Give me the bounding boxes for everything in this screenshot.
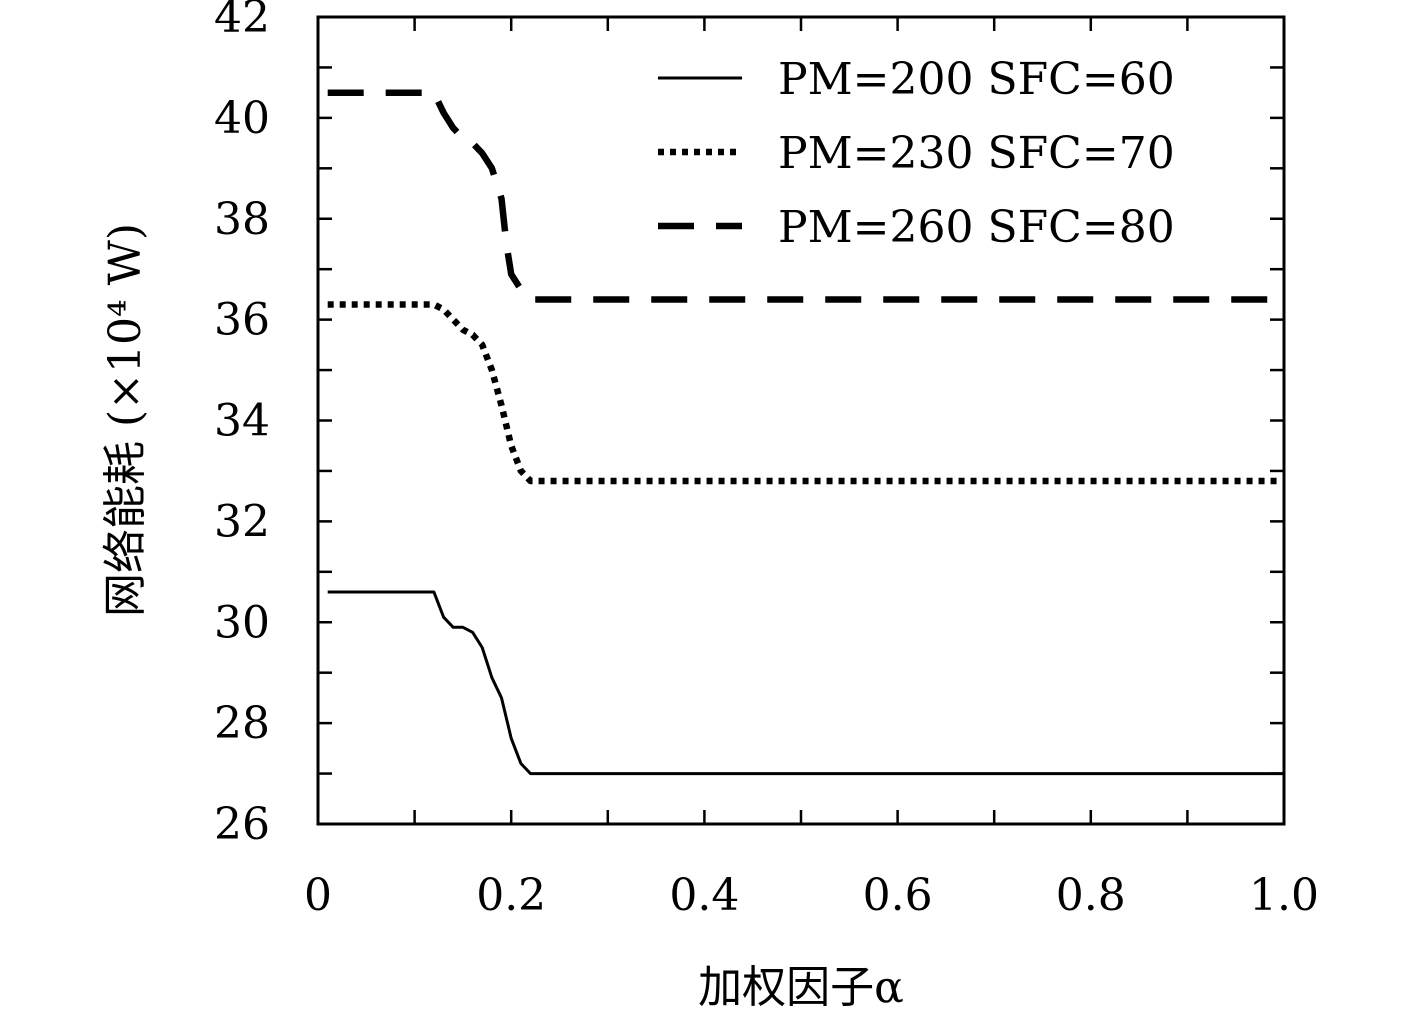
- x-tick-label: 1.0: [1249, 870, 1319, 921]
- y-tick-label: 42: [214, 0, 270, 43]
- series-layer: [327, 89, 1284, 776]
- x-axis-label: 加权因子α: [698, 962, 904, 1013]
- y-tick-label: 36: [214, 295, 270, 346]
- y-tick-label: 30: [214, 597, 270, 648]
- y-tick-label: 26: [214, 799, 270, 850]
- legend-label-1: PM=200 SFC=60: [778, 54, 1175, 105]
- series-line-1: [327, 590, 1284, 776]
- y-axis-label: 网络能耗 (×10⁴ W): [100, 223, 151, 617]
- series-line-2: [327, 301, 1284, 485]
- y-tick-label: 38: [214, 194, 270, 245]
- legend: PM=200 SFC=60 PM=230 SFC=70 PM=260 SFC=80: [658, 54, 1175, 253]
- x-tick-label: 0: [304, 870, 332, 921]
- series-line-3: [327, 89, 1284, 303]
- y-tick-label: 34: [214, 396, 270, 447]
- legend-label-2: PM=230 SFC=70: [778, 128, 1175, 179]
- x-tick-label: 0.2: [476, 870, 546, 921]
- y-tick-label: 28: [214, 698, 270, 749]
- x-tick-label: 0.6: [863, 870, 933, 921]
- tick-labels-layer: 0 0.2 0.4 0.6 0.8 1.0 26 28 30 32 34 36 38 40 42: [214, 0, 1319, 921]
- x-tick-label: 0.4: [669, 870, 739, 921]
- x-tick-label: 0.8: [1056, 870, 1126, 921]
- y-tick-label: 40: [214, 93, 270, 144]
- legend-label-3: PM=260 SFC=80: [778, 202, 1175, 253]
- plot-frame: [316, 15, 1286, 826]
- y-tick-label: 32: [214, 496, 270, 547]
